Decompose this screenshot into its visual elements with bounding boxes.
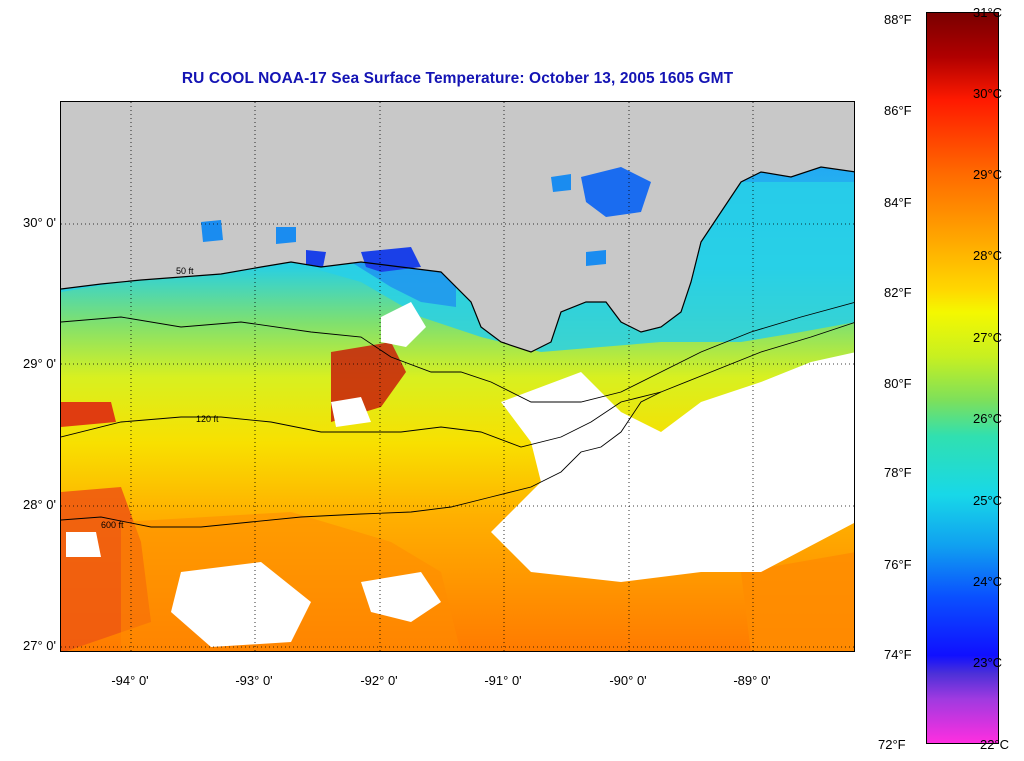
- colorbar-c-30: 30°C: [973, 86, 1003, 101]
- lat-label-29: 29° 0': [23, 356, 56, 371]
- warm-water-southeast: [741, 552, 854, 651]
- lat-label-28: 28° 0': [23, 497, 56, 512]
- land: [61, 102, 854, 352]
- colorbar-f-72: 72°F: [878, 737, 906, 752]
- lon-label-92: -92° 0': [360, 673, 398, 688]
- lake-small-3: [306, 250, 326, 267]
- contour-label-50ft: 50 ft: [176, 266, 194, 276]
- colorbar-c-24: 24°C: [973, 574, 1003, 589]
- contour-label-600ft: 600 ft: [101, 520, 124, 530]
- graticule: [61, 102, 854, 651]
- hot-spot-west: [61, 402, 116, 427]
- cloud-cover-center: [491, 352, 854, 582]
- cloud-cover-south: [171, 562, 311, 647]
- colorbar-c-28: 28°C: [973, 248, 1003, 263]
- lake-small-1: [201, 220, 223, 242]
- colorbar-c-29: 29°C: [973, 167, 1003, 182]
- lake-pontchartrain: [581, 167, 651, 217]
- colorbar-c-26: 26°C: [973, 411, 1003, 426]
- colorbar-c-23: 23°C: [973, 655, 1003, 670]
- lat-label-27: 27° 0': [23, 638, 56, 653]
- colorbar-f-82: 82°F: [884, 285, 912, 300]
- coastline: [61, 166, 854, 353]
- contour-120ft: [61, 322, 854, 448]
- colorbar-f-76: 76°F: [884, 557, 912, 572]
- lake-west: [361, 247, 421, 272]
- sst-map[interactable]: 50 ft 120 ft 600 ft: [60, 101, 855, 652]
- colorbar-f-74: 74°F: [884, 647, 912, 662]
- colorbar-c-22: 22°C: [980, 737, 1010, 752]
- colorbar-c-31: 31°C: [973, 5, 1003, 20]
- colorbar-c-27: 27°C: [973, 330, 1003, 345]
- colorbar-f-80: 80°F: [884, 376, 912, 391]
- cloud-patch-mid: [331, 397, 371, 427]
- lon-label-89: -89° 0': [733, 673, 771, 688]
- colorbar-c-25: 25°C: [973, 493, 1003, 508]
- contour-600ft: [61, 391, 662, 528]
- lon-label-90: -90° 0': [609, 673, 647, 688]
- lon-label-93: -93° 0': [235, 673, 273, 688]
- colorbar-f-84: 84°F: [884, 195, 912, 210]
- cloud-patch-white: [381, 302, 426, 347]
- colorbar-f-86: 86°F: [884, 103, 912, 118]
- cloud-patch-sw: [66, 532, 101, 557]
- lake-small-4: [586, 250, 606, 266]
- temperature-colorbar: [926, 12, 999, 744]
- colorbar-f-78: 78°F: [884, 465, 912, 480]
- map-title: RU COOL NOAA-17 Sea Surface Temperature:…: [181, 70, 734, 87]
- contour-label-120ft: 120 ft: [196, 414, 219, 424]
- lat-label-30: 30° 0': [23, 215, 56, 230]
- lake-small-5: [551, 174, 571, 192]
- lon-label-94: -94° 0': [111, 673, 149, 688]
- cloud-cover-south2: [361, 572, 441, 622]
- lon-label-91: -91° 0': [484, 673, 522, 688]
- lake-small-2: [276, 227, 296, 244]
- colorbar-f-88: 88°F: [884, 12, 912, 27]
- contour-50ft: [61, 302, 854, 403]
